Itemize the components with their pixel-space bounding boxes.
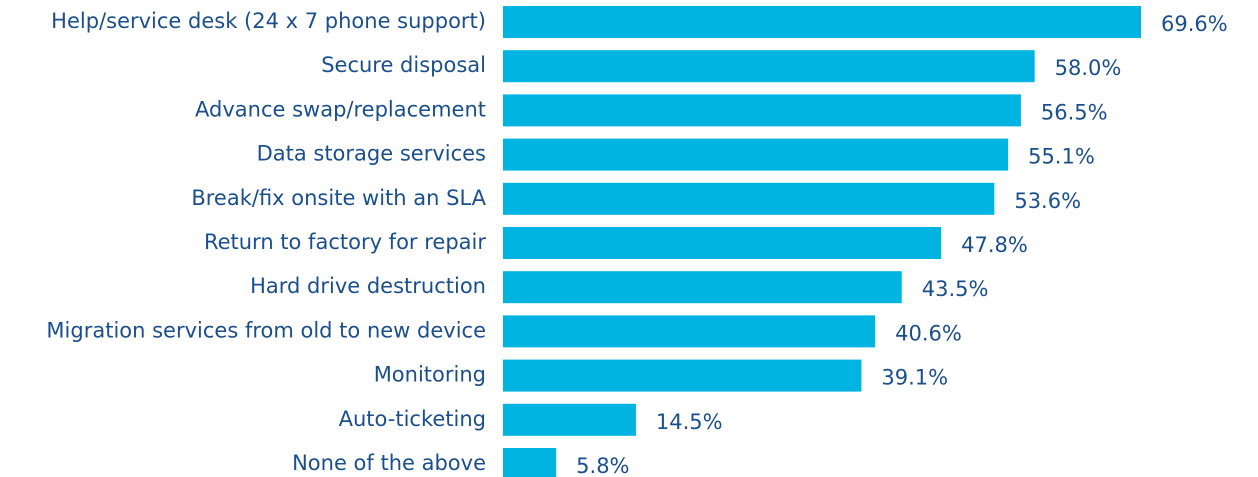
bar xyxy=(503,271,902,304)
category-label: Hard drive destruction xyxy=(250,274,486,298)
bar xyxy=(503,94,1021,127)
value-label: 58.0% xyxy=(1055,56,1122,80)
bar xyxy=(503,138,1009,171)
value-label: 43.5% xyxy=(922,277,989,301)
bar xyxy=(503,315,876,348)
value-label: 55.1% xyxy=(1028,145,1095,169)
category-label: Data storage services xyxy=(257,142,486,166)
bar xyxy=(503,227,942,259)
bar xyxy=(503,448,557,477)
category-label: Advance swap/replacement xyxy=(195,97,486,121)
bar xyxy=(503,182,995,215)
value-label: 40.6% xyxy=(895,321,962,345)
category-label: Secure disposal xyxy=(321,53,486,77)
value-label: 5.8% xyxy=(576,454,629,477)
category-label: None of the above xyxy=(292,451,486,475)
category-label: Break/fix onsite with an SLA xyxy=(191,186,486,210)
category-label: Monitoring xyxy=(374,363,486,387)
bar xyxy=(503,50,1035,83)
value-label: 39.1% xyxy=(881,366,948,390)
value-label: 53.6% xyxy=(1014,189,1081,213)
category-label: Help/service desk (24 x 7 phone support) xyxy=(51,9,486,33)
bar xyxy=(503,6,1141,38)
bar xyxy=(503,359,862,392)
category-label: Return to factory for repair xyxy=(204,230,486,254)
value-label: 56.5% xyxy=(1041,100,1108,124)
value-label: 14.5% xyxy=(656,410,723,434)
bar xyxy=(503,403,636,436)
category-label: Auto-ticketing xyxy=(339,407,486,431)
value-label: 47.8% xyxy=(961,233,1028,257)
value-label: 69.6% xyxy=(1161,12,1228,36)
category-label: Migration services from old to new devic… xyxy=(46,318,486,342)
